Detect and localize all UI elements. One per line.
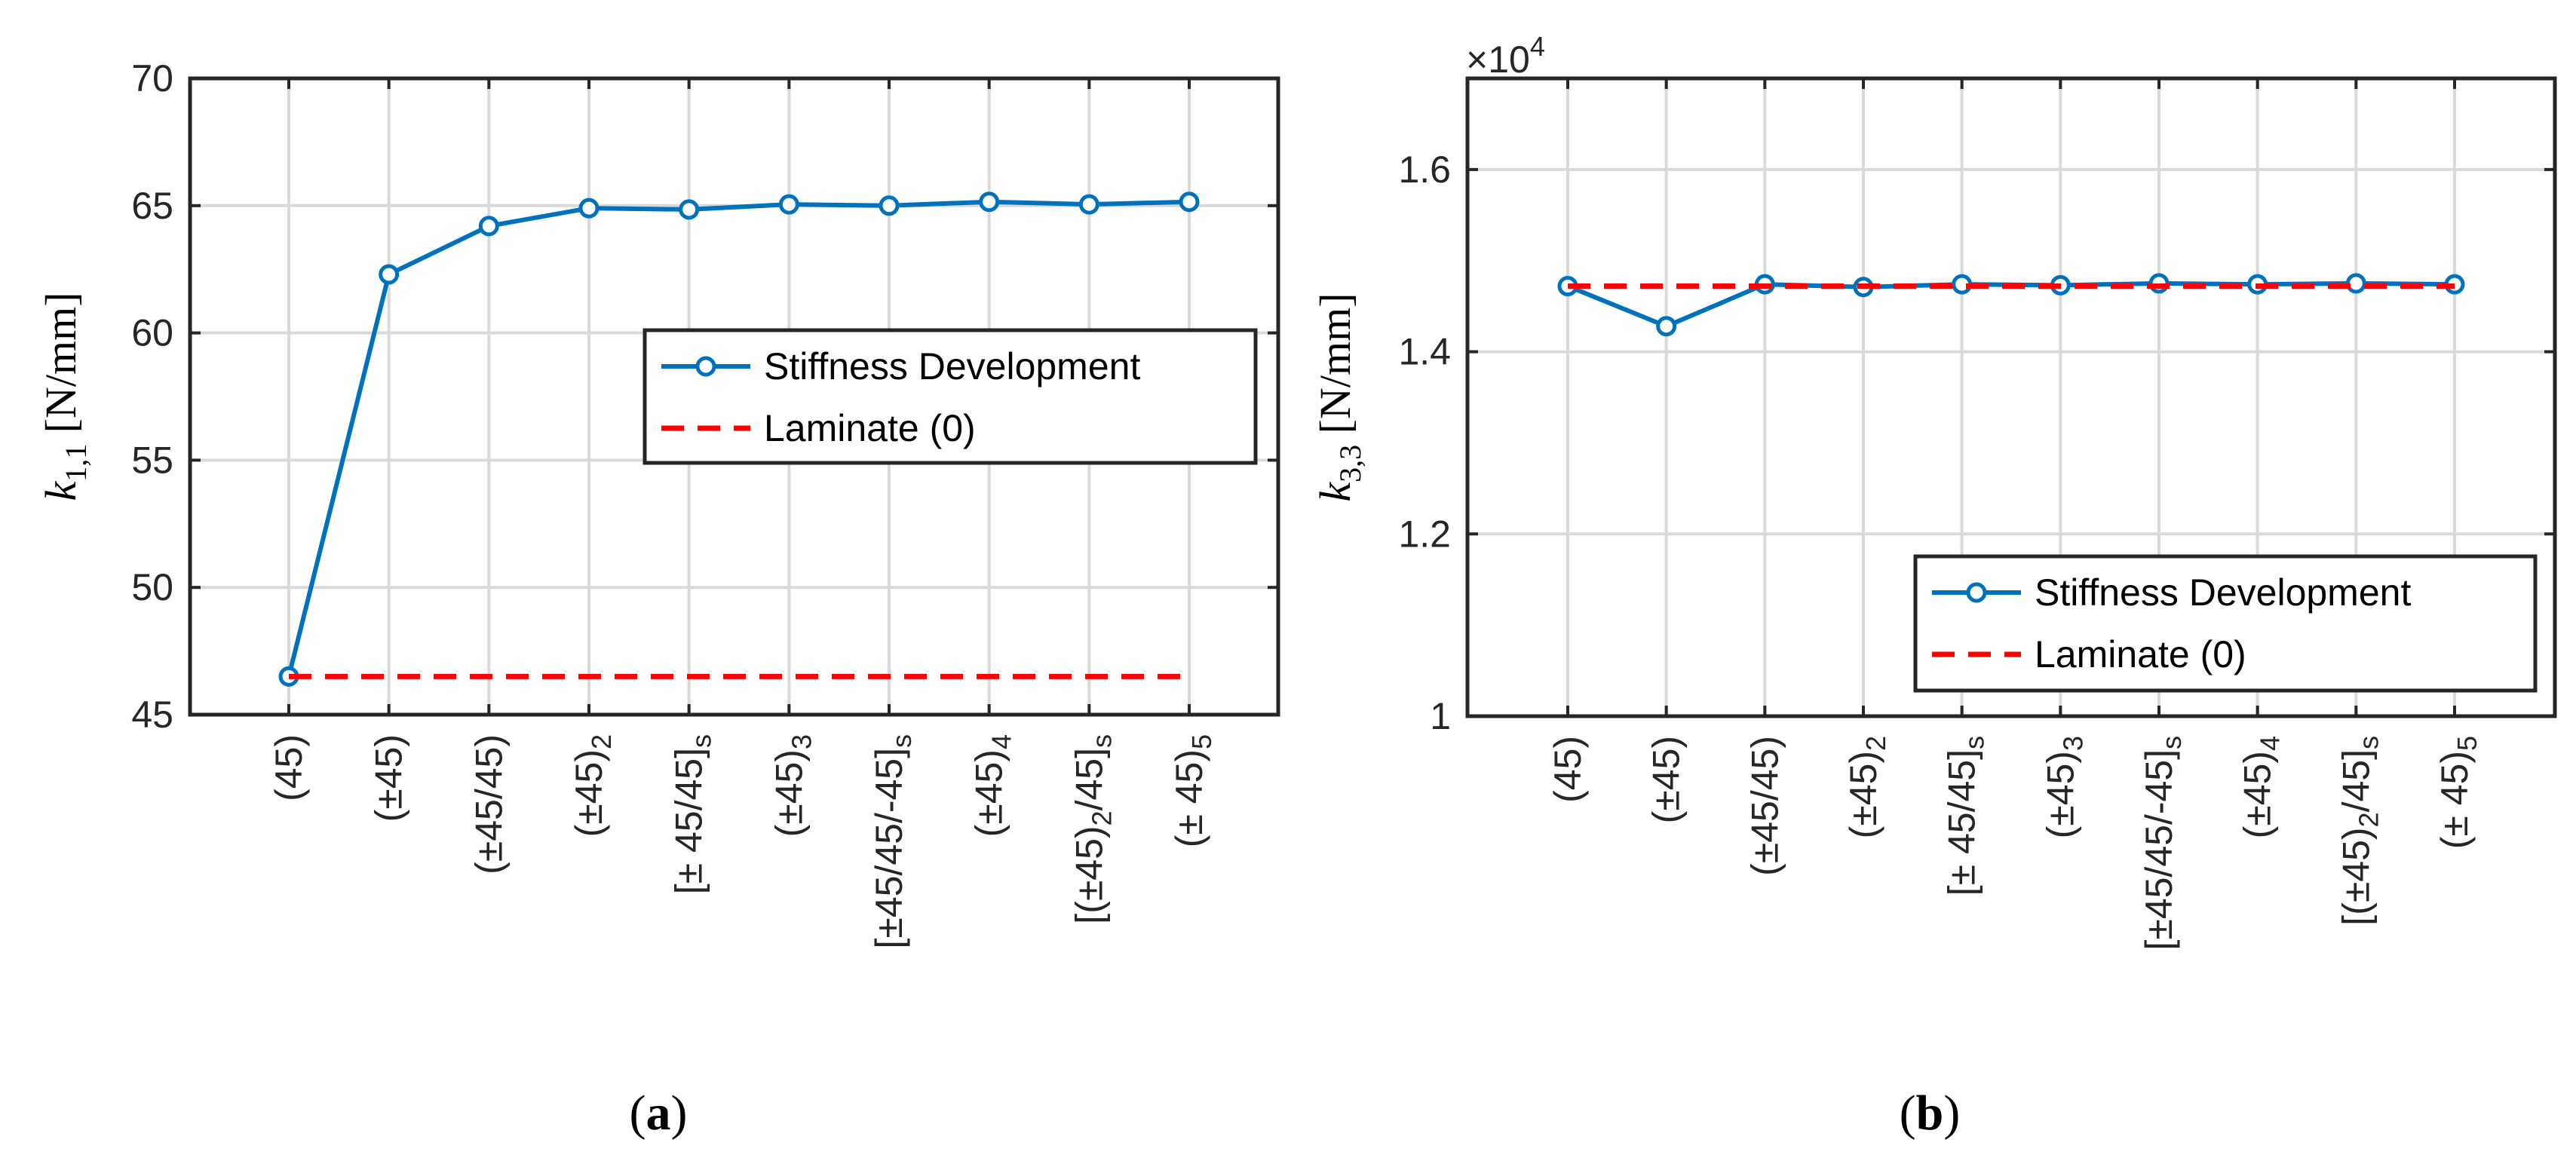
x-tick-label: (±45/45) — [468, 734, 510, 874]
legend-entry: Laminate (0) — [764, 407, 976, 449]
y-tick-label: 1.6 — [1398, 149, 1451, 191]
x-tick-label: (± 45)5 — [1168, 734, 1217, 847]
data-point — [578, 198, 600, 219]
tick-marks — [190, 77, 1278, 716]
legend-marker — [695, 356, 716, 377]
x-tick-label: [±45/45/-45]s — [2138, 736, 2187, 951]
x-tick-label: [(±45)2/45]s — [1068, 734, 1117, 924]
x-tick-label: (±45) — [1645, 736, 1688, 823]
x-tick-label: (±45)2 — [1842, 736, 1891, 838]
data-point — [1078, 194, 1099, 215]
y-tick-label: 70 — [131, 57, 173, 100]
legend: Stiffness Development Laminate (0) — [1913, 554, 2538, 693]
data-point — [879, 195, 900, 216]
legend-entry: Stiffness Development — [2035, 571, 2411, 614]
legend-marker — [1966, 582, 1987, 603]
y-tick-label: 1.4 — [1398, 331, 1451, 373]
legend: Stiffness Development Laminate (0) — [642, 328, 1258, 465]
axes-box — [188, 76, 1280, 717]
data-point — [1179, 191, 1200, 213]
y-tick-label: 1 — [1430, 695, 1451, 737]
legend-box — [642, 328, 1258, 465]
data-point — [478, 216, 499, 237]
legend-entry: Laminate (0) — [2035, 633, 2246, 675]
y-tick-label: 65 — [131, 185, 173, 227]
y-tick-label: 1.2 — [1398, 513, 1451, 555]
x-tick-label: (45) — [1547, 736, 1589, 803]
x-tick-label: (± 45)5 — [2433, 736, 2482, 849]
x-tick-label: (±45/45) — [1743, 736, 1786, 876]
x-tick-label: [±45/45/-45]s — [868, 734, 917, 949]
panel-caption: (b) — [1900, 1086, 1961, 1141]
y-tick-label: 45 — [131, 694, 173, 736]
x-tick-label: (±45)4 — [2237, 736, 2286, 838]
y-tick-label: 50 — [131, 566, 173, 608]
data-point — [1656, 316, 1677, 337]
x-tick-label: (±45)3 — [2039, 736, 2088, 838]
exponent-label: ×104 — [1466, 31, 1545, 81]
y-axis-label: k3,3 [N/mm] — [1311, 292, 1367, 501]
y-tick-label: 60 — [131, 312, 173, 354]
data-point — [679, 199, 700, 220]
x-tick-label: (±45)3 — [768, 734, 817, 837]
data-point — [379, 264, 400, 285]
tick-marks — [1467, 78, 2555, 718]
data-point — [778, 194, 799, 215]
data-point — [2345, 273, 2366, 294]
axes-box — [1465, 76, 2557, 718]
series-stiffness-development — [278, 191, 1200, 687]
series-line — [287, 199, 1190, 678]
x-tick-label: (±45)2 — [568, 734, 617, 837]
legend-entry: Stiffness Development — [764, 345, 1140, 387]
x-tick-label: [(±45)2/45]s — [2335, 736, 2384, 926]
panel-caption: (a) — [630, 1086, 688, 1141]
x-tick-label: (±45) — [368, 734, 410, 822]
x-tick-label: [± 45/45]s — [1941, 736, 1990, 896]
chart-panel-b: 1 1.2 1.4 1.6 (45) (±45) (±45/45) (±45)2 [± 45/4… — [1311, 31, 2557, 1141]
x-tick-label: (±45)4 — [968, 734, 1017, 837]
x-tick-label: (45) — [268, 734, 310, 801]
data-point — [979, 191, 1000, 213]
chart-panel-a: 45 50 55 60 65 70 (45) (±45) (±45/45) (±45)2 [± 45… — [36, 57, 1280, 1141]
y-tick-label: 55 — [131, 439, 173, 481]
data-point — [2148, 273, 2170, 294]
legend-box — [1913, 554, 2538, 693]
x-tick-label: [± 45/45]s — [668, 734, 717, 894]
y-axis-label: k1,1 [N/mm] — [36, 292, 93, 501]
